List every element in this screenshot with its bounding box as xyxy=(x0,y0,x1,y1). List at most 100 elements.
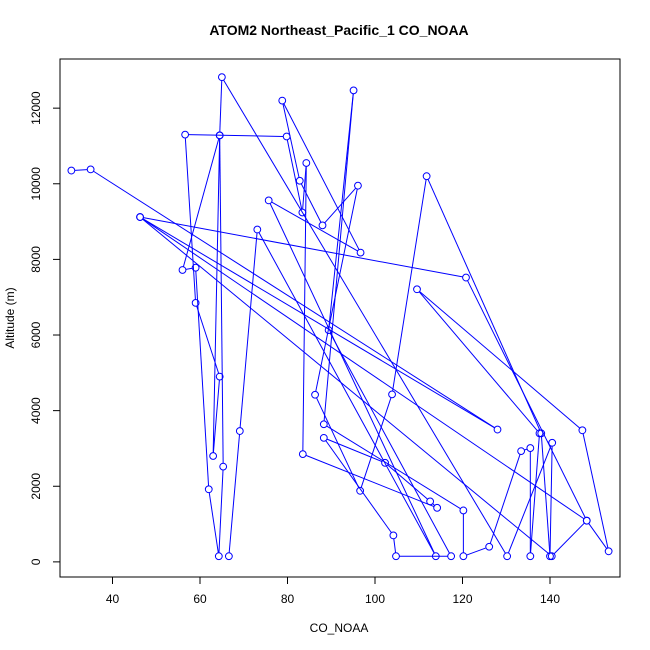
data-point xyxy=(433,503,442,512)
data-point xyxy=(214,552,223,561)
data-point xyxy=(181,130,190,139)
y-tick-label: 4000 xyxy=(29,397,43,424)
data-point xyxy=(324,326,333,334)
series-segment xyxy=(300,183,322,223)
data-point xyxy=(517,447,526,455)
series-segment xyxy=(286,139,303,210)
data-point xyxy=(224,552,233,561)
data-point xyxy=(67,166,76,175)
x-tick-label: 80 xyxy=(281,592,295,606)
series-segment xyxy=(466,547,487,556)
data-point xyxy=(136,213,144,221)
series-segment xyxy=(271,201,358,252)
data-point xyxy=(356,248,365,257)
data-point xyxy=(178,266,187,274)
data-point xyxy=(413,285,421,294)
series-segment xyxy=(324,187,357,224)
series-segment xyxy=(182,138,220,267)
data-point xyxy=(431,552,440,561)
data-point xyxy=(459,506,468,515)
data-point xyxy=(191,298,200,307)
data-point xyxy=(191,263,200,272)
y-axis-label: Altitude (m) xyxy=(3,287,17,348)
data-point xyxy=(389,531,398,540)
data-point xyxy=(253,225,262,234)
data-point xyxy=(493,425,502,434)
data-point xyxy=(311,390,319,399)
data-point xyxy=(459,552,468,561)
series-segment xyxy=(219,138,224,464)
series-segment xyxy=(418,291,538,432)
x-tick-label: 140 xyxy=(540,592,560,606)
series-segment xyxy=(269,203,435,554)
data-point xyxy=(86,165,95,174)
y-tick-label: 12000 xyxy=(29,91,43,125)
data-point xyxy=(447,552,456,561)
data-point xyxy=(526,444,535,452)
series-segment xyxy=(427,179,541,431)
data-point xyxy=(282,132,291,141)
data-point xyxy=(548,438,557,447)
data-point xyxy=(462,273,470,282)
x-axis: 40 60 80 100 120 140 xyxy=(106,576,560,606)
series-segment xyxy=(142,218,550,555)
data-point xyxy=(295,176,304,185)
series-segment xyxy=(582,433,609,549)
series-segment xyxy=(219,80,223,132)
data-point xyxy=(209,452,218,460)
data-point xyxy=(318,221,327,230)
series-segment xyxy=(184,137,196,300)
series-segment xyxy=(142,218,585,520)
data-point xyxy=(204,485,213,494)
series-segment xyxy=(258,232,435,554)
data-point xyxy=(422,172,431,181)
data-point xyxy=(302,159,311,167)
series-segment xyxy=(323,93,354,421)
data-point xyxy=(546,552,554,561)
series-segment xyxy=(328,93,354,327)
y-tick-label: 6000 xyxy=(29,321,43,348)
x-axis-label: CO_NOAA xyxy=(310,621,369,635)
series-segment xyxy=(549,446,553,553)
data-point xyxy=(354,181,362,190)
series-segment xyxy=(360,397,392,488)
y-tick-label: 8000 xyxy=(29,246,43,273)
data-point xyxy=(319,420,328,429)
series-segment xyxy=(93,170,495,429)
chart-title: ATOM2 Northeast_Pacific_1 CO_NOAA xyxy=(209,22,468,38)
data-point xyxy=(388,390,396,399)
data-point xyxy=(349,86,358,95)
y-tick-label: 0 xyxy=(29,558,43,565)
data-point xyxy=(392,552,400,561)
data-point xyxy=(485,542,494,551)
data-point xyxy=(537,429,546,438)
y-tick-label: 2000 xyxy=(29,473,43,500)
data-point xyxy=(264,196,273,205)
series-segment xyxy=(223,79,506,554)
x-tick-label: 100 xyxy=(365,592,385,606)
series-segment xyxy=(212,379,220,453)
data-point xyxy=(219,462,228,471)
series-segment xyxy=(588,523,608,549)
data-point xyxy=(298,450,307,459)
series-segment xyxy=(553,522,585,555)
data-point xyxy=(582,516,591,525)
data-point xyxy=(356,486,365,495)
x-tick-label: 40 xyxy=(106,592,120,606)
series-markers xyxy=(67,73,613,561)
series-segment xyxy=(326,438,383,462)
y-tick-label: 10000 xyxy=(29,167,43,201)
series-segment xyxy=(239,232,258,428)
series-segment xyxy=(392,179,427,392)
series-segment xyxy=(142,218,495,429)
series-segment xyxy=(316,397,360,488)
data-point xyxy=(278,96,287,105)
data-point xyxy=(215,131,224,140)
x-tick-label: 120 xyxy=(452,592,472,606)
data-point xyxy=(604,547,613,556)
series-segment xyxy=(283,103,360,250)
series-segment xyxy=(387,464,428,500)
series-segment xyxy=(419,291,581,429)
series-segment xyxy=(489,454,521,544)
